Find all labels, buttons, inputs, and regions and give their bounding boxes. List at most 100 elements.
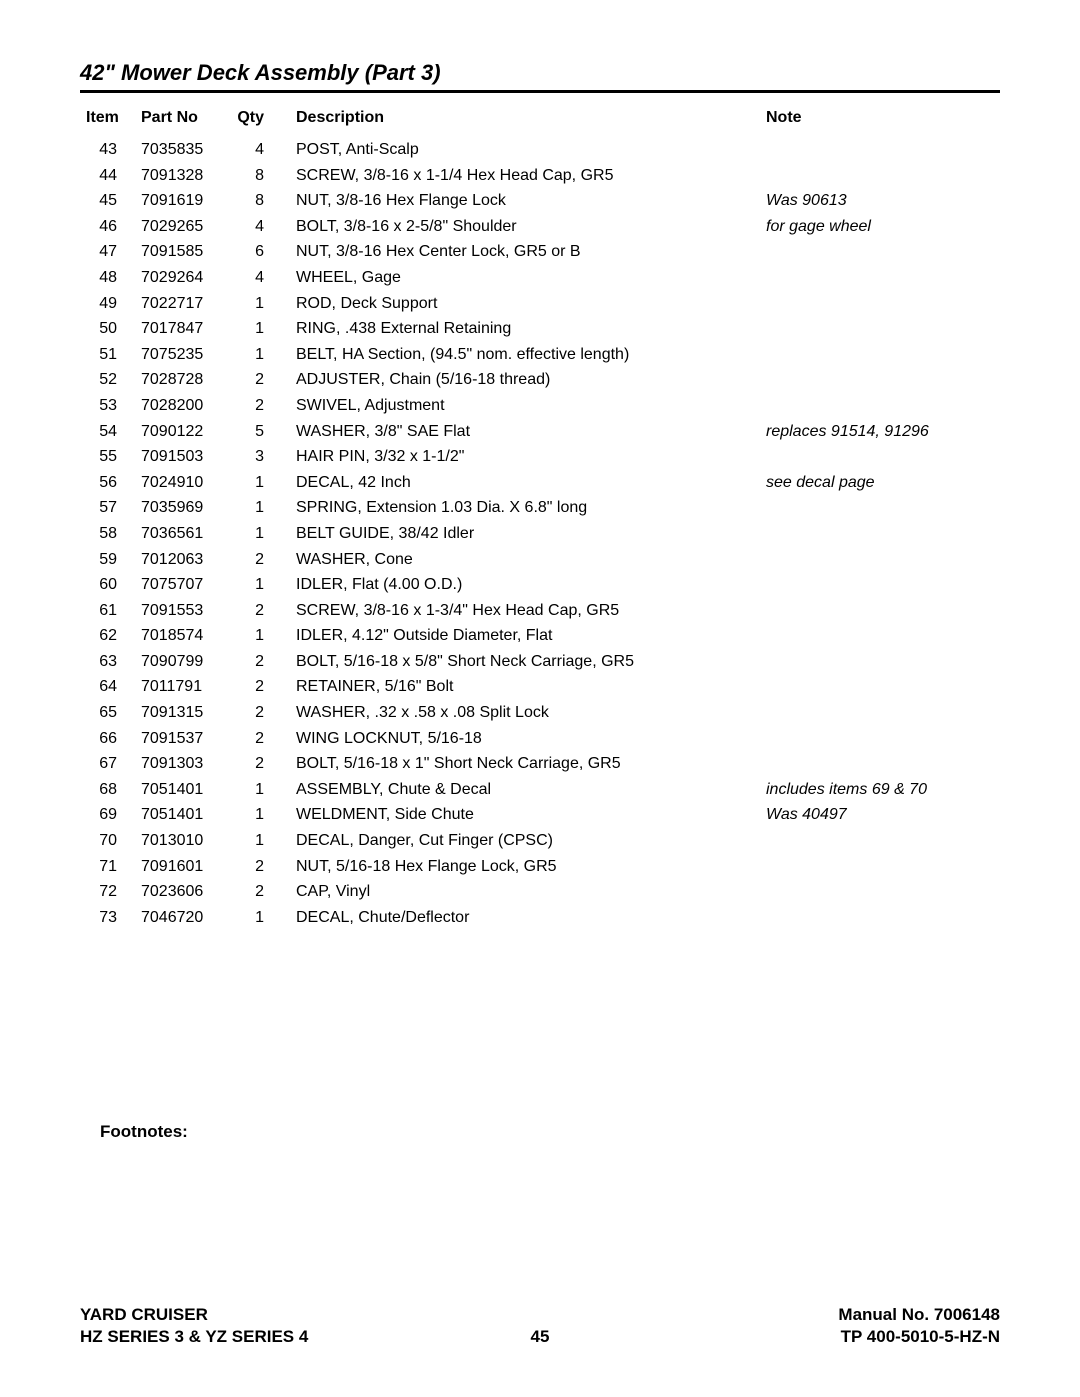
- table-row: 5770359691SPRING, Extension 1.03 Dia. X …: [80, 495, 1000, 521]
- cell-desc: BELT, HA Section, (94.5" nom. effective …: [290, 342, 760, 368]
- cell-note: [760, 444, 1000, 470]
- cell-qty: 1: [230, 905, 290, 931]
- cell-desc: SPRING, Extension 1.03 Dia. X 6.8" long: [290, 495, 760, 521]
- cell-item: 70: [80, 828, 135, 854]
- cell-desc: WING LOCKNUT, 5/16-18: [290, 726, 760, 752]
- cell-note: [760, 367, 1000, 393]
- cell-qty: 2: [230, 726, 290, 752]
- cell-qty: 2: [230, 700, 290, 726]
- cell-qty: 1: [230, 828, 290, 854]
- cell-desc: WASHER, .32 x .58 x .08 Split Lock: [290, 700, 760, 726]
- cell-desc: DECAL, 42 Inch: [290, 470, 760, 496]
- cell-part: 7029264: [135, 265, 230, 291]
- cell-desc: ASSEMBLY, Chute & Decal: [290, 777, 760, 803]
- cell-note: [760, 163, 1000, 189]
- cell-part: 7036561: [135, 521, 230, 547]
- table-row: 6970514011WELDMENT, Side ChuteWas 40497: [80, 802, 1000, 828]
- cell-qty: 5: [230, 419, 290, 445]
- cell-qty: 2: [230, 598, 290, 624]
- cell-item: 69: [80, 802, 135, 828]
- cell-desc: WASHER, Cone: [290, 547, 760, 573]
- cell-qty: 4: [230, 214, 290, 240]
- cell-part: 7012063: [135, 547, 230, 573]
- cell-item: 61: [80, 598, 135, 624]
- cell-item: 56: [80, 470, 135, 496]
- cell-part: 7091537: [135, 726, 230, 752]
- cell-note: see decal page: [760, 470, 1000, 496]
- cell-note: replaces 91514, 91296: [760, 419, 1000, 445]
- cell-qty: 1: [230, 316, 290, 342]
- cell-note: [760, 291, 1000, 317]
- cell-item: 59: [80, 547, 135, 573]
- cell-part: 7017847: [135, 316, 230, 342]
- cell-desc: WASHER, 3/8" SAE Flat: [290, 419, 760, 445]
- table-row: 4870292644WHEEL, Gage: [80, 265, 1000, 291]
- cell-note: [760, 265, 1000, 291]
- header-desc: Description: [290, 105, 760, 137]
- cell-desc: ROD, Deck Support: [290, 291, 760, 317]
- cell-part: 7051401: [135, 802, 230, 828]
- cell-note: [760, 751, 1000, 777]
- cell-item: 45: [80, 188, 135, 214]
- cell-qty: 8: [230, 163, 290, 189]
- cell-desc: NUT, 3/8-16 Hex Flange Lock: [290, 188, 760, 214]
- header-qty: Qty: [230, 105, 290, 137]
- cell-part: 7091585: [135, 239, 230, 265]
- cell-qty: 2: [230, 854, 290, 880]
- table-row: 7270236062CAP, Vinyl: [80, 879, 1000, 905]
- cell-qty: 4: [230, 137, 290, 163]
- cell-qty: 6: [230, 239, 290, 265]
- table-row: 6870514011ASSEMBLY, Chute & Decalinclude…: [80, 777, 1000, 803]
- cell-desc: SWIVEL, Adjustment: [290, 393, 760, 419]
- cell-desc: ADJUSTER, Chain (5/16-18 thread): [290, 367, 760, 393]
- cell-part: 7018574: [135, 623, 230, 649]
- cell-qty: 2: [230, 751, 290, 777]
- cell-part: 7091328: [135, 163, 230, 189]
- cell-note: [760, 674, 1000, 700]
- cell-note: for gage wheel: [760, 214, 1000, 240]
- cell-desc: NUT, 5/16-18 Hex Flange Lock, GR5: [290, 854, 760, 880]
- cell-note: [760, 316, 1000, 342]
- cell-item: 52: [80, 367, 135, 393]
- cell-item: 66: [80, 726, 135, 752]
- cell-desc: DECAL, Chute/Deflector: [290, 905, 760, 931]
- footer-manual: Manual No. 7006148: [540, 1305, 1000, 1325]
- cell-item: 46: [80, 214, 135, 240]
- table-row: 4370358354POST, Anti-Scalp: [80, 137, 1000, 163]
- cell-part: 7091601: [135, 854, 230, 880]
- cell-part: 7035969: [135, 495, 230, 521]
- cell-item: 62: [80, 623, 135, 649]
- cell-part: 7091503: [135, 444, 230, 470]
- cell-qty: 1: [230, 342, 290, 368]
- cell-part: 7035835: [135, 137, 230, 163]
- cell-part: 7046720: [135, 905, 230, 931]
- cell-desc: BOLT, 3/8-16 x 2-5/8" Shoulder: [290, 214, 760, 240]
- cell-qty: 2: [230, 674, 290, 700]
- cell-note: [760, 239, 1000, 265]
- cell-qty: 2: [230, 879, 290, 905]
- table-row: 4670292654BOLT, 3/8-16 x 2-5/8" Shoulder…: [80, 214, 1000, 240]
- table-row: 5470901225WASHER, 3/8" SAE Flatreplaces …: [80, 419, 1000, 445]
- cell-item: 60: [80, 572, 135, 598]
- cell-item: 72: [80, 879, 135, 905]
- cell-desc: SCREW, 3/8-16 x 1-1/4 Hex Head Cap, GR5: [290, 163, 760, 189]
- cell-item: 71: [80, 854, 135, 880]
- cell-note: [760, 393, 1000, 419]
- cell-desc: WHEEL, Gage: [290, 265, 760, 291]
- table-row: 7070130101DECAL, Danger, Cut Finger (CPS…: [80, 828, 1000, 854]
- table-row: 6570913152WASHER, .32 x .58 x .08 Split …: [80, 700, 1000, 726]
- cell-part: 7091315: [135, 700, 230, 726]
- footer-series: HZ SERIES 3 & YZ SERIES 4: [80, 1327, 531, 1347]
- cell-item: 68: [80, 777, 135, 803]
- cell-part: 7022717: [135, 291, 230, 317]
- cell-qty: 1: [230, 572, 290, 598]
- cell-item: 44: [80, 163, 135, 189]
- cell-item: 58: [80, 521, 135, 547]
- cell-part: 7075707: [135, 572, 230, 598]
- table-row: 6670915372WING LOCKNUT, 5/16-18: [80, 726, 1000, 752]
- cell-item: 64: [80, 674, 135, 700]
- cell-desc: BELT GUIDE, 38/42 Idler: [290, 521, 760, 547]
- page-title: 42" Mower Deck Assembly (Part 3): [80, 60, 1000, 86]
- cell-note: [760, 521, 1000, 547]
- cell-desc: BOLT, 5/16-18 x 5/8" Short Neck Carriage…: [290, 649, 760, 675]
